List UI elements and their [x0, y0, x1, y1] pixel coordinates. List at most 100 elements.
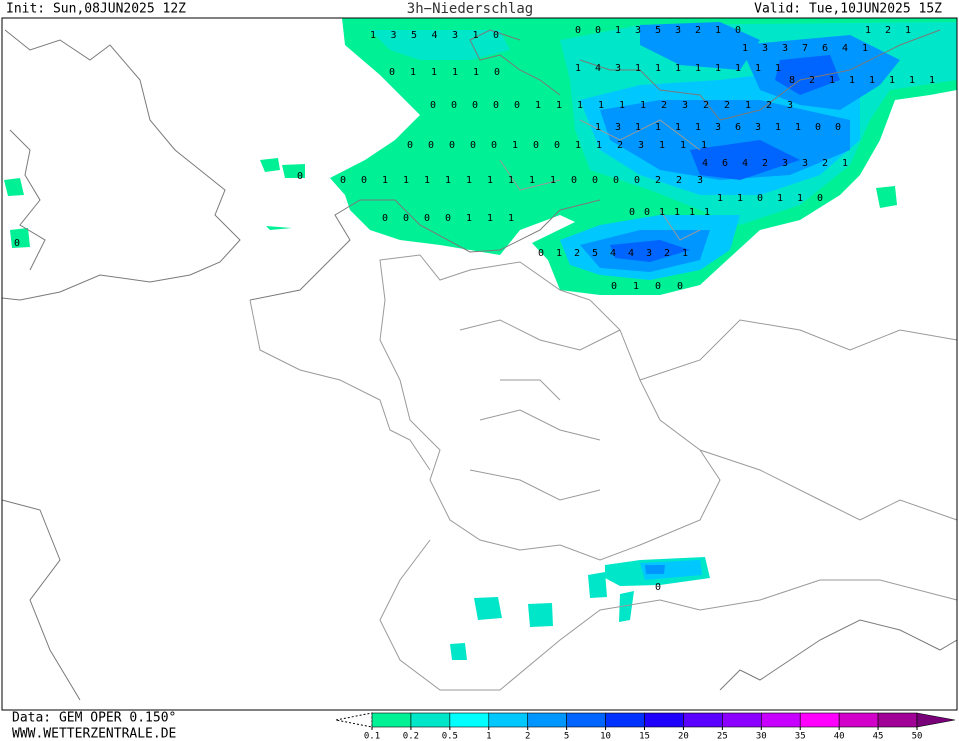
colorbar-segment — [799, 712, 840, 728]
precip-area — [775, 55, 840, 95]
precip-value: 3 — [697, 175, 703, 186]
colorbar-label: 45 — [873, 732, 884, 741]
precip-value: 0 — [835, 122, 841, 133]
precip-value: 1 — [635, 122, 641, 133]
precip-value: 0 — [340, 175, 346, 186]
colorbar-label: 35 — [795, 732, 806, 741]
precip-value: 1 — [829, 75, 835, 86]
precip-value: 1 — [869, 75, 875, 86]
precip-value: 1 — [675, 63, 681, 74]
colorbar-segment — [683, 712, 723, 728]
precip-value: 1 — [674, 207, 680, 218]
colorbar-label: 40 — [834, 732, 845, 741]
precip-value: 1 — [745, 100, 751, 111]
precip-value: 2 — [762, 158, 768, 169]
precip-value: 0 — [575, 25, 581, 36]
precip-value: 1 — [577, 100, 583, 111]
precip-value: 1 — [715, 63, 721, 74]
precip-value: 1 — [575, 140, 581, 151]
precip-value: 1 — [452, 67, 458, 78]
precip-value: 1 — [596, 140, 602, 151]
precip-value: 1 — [735, 63, 741, 74]
precip-value: 8 — [789, 75, 795, 86]
precip-value: 1 — [929, 75, 935, 86]
precip-value: 1 — [862, 43, 868, 54]
precip-value: 1 — [487, 175, 493, 186]
precip-value: 3 — [715, 122, 721, 133]
precip-value: 0 — [445, 213, 451, 224]
colorbar-label: 0.1 — [364, 732, 380, 741]
colorbar-label: 50 — [912, 732, 923, 741]
precip-value: 4 — [702, 158, 708, 169]
precip-value: 4 — [595, 63, 601, 74]
precip-area — [450, 557, 710, 660]
precip-value: 1 — [598, 100, 604, 111]
precip-value: 2 — [664, 248, 670, 259]
precip-value: 0 — [449, 140, 455, 151]
colorbar-segment — [838, 712, 879, 728]
colorbar-label: 10 — [600, 732, 611, 741]
colorbar-segment — [877, 712, 918, 728]
precip-value: 1 — [473, 67, 479, 78]
precip-value: 1 — [466, 175, 472, 186]
precip-value: 3 — [615, 63, 621, 74]
colorbar-high-arrow — [916, 712, 956, 728]
precip-value: 0 — [472, 100, 478, 111]
precip-value: 0 — [14, 238, 20, 249]
precip-value: 0 — [424, 213, 430, 224]
precip-value: 1 — [512, 140, 518, 151]
precip-value: 1 — [695, 63, 701, 74]
colorbar-segment — [371, 712, 412, 728]
precip-value: 0 — [491, 140, 497, 151]
precip-value: 3 — [390, 30, 396, 41]
colorbar-label: 0.2 — [403, 732, 419, 741]
precip-value: 1 — [508, 213, 514, 224]
precip-value: 1 — [445, 175, 451, 186]
precip-value: 1 — [909, 75, 915, 86]
precip-value: 3 — [762, 43, 768, 54]
precip-value: 3 — [682, 100, 688, 111]
precip-value: 1 — [701, 140, 707, 151]
precip-area — [645, 565, 665, 574]
precip-value: 1 — [640, 100, 646, 111]
precip-value: 1 — [655, 63, 661, 74]
colorbar-segment — [760, 712, 801, 728]
precip-value: 0 — [538, 248, 544, 259]
precip-value: 3 — [782, 43, 788, 54]
precip-value: 3 — [802, 158, 808, 169]
precip-value: 0 — [595, 25, 601, 36]
precip-value: 1 — [575, 63, 581, 74]
colorbar-label: 30 — [756, 732, 767, 741]
precip-value: 1 — [556, 100, 562, 111]
colorbar-low-arrow — [335, 712, 373, 728]
colorbar-label: 20 — [678, 732, 689, 741]
precip-value: 6 — [722, 158, 728, 169]
precip-value: 1 — [535, 100, 541, 111]
precip-value: 0 — [493, 100, 499, 111]
precip-value: 0 — [451, 100, 457, 111]
precip-value: 1 — [595, 122, 601, 133]
precip-value: 0 — [655, 582, 661, 593]
precip-value: 0 — [613, 175, 619, 186]
precip-value: 2 — [676, 175, 682, 186]
precip-value: 0 — [611, 281, 617, 292]
precip-value: 0 — [382, 213, 388, 224]
precip-value: 1 — [382, 175, 388, 186]
precip-value: 1 — [689, 207, 695, 218]
precip-value: 1 — [431, 67, 437, 78]
precip-value: 1 — [842, 158, 848, 169]
precip-value: 1 — [619, 100, 625, 111]
precip-value: 3 — [615, 122, 621, 133]
precip-value: 1 — [487, 213, 493, 224]
precip-value: 4 — [628, 248, 634, 259]
precip-value: 0 — [430, 100, 436, 111]
value-labels: 1 3 5 4 3 1 0 0 0 1 3 5 3 2 1 0 1 2 11 3 3 7 6 4 10 1 1 1 1 0 1 4 3 1 1 1 1 1… — [14, 25, 935, 593]
precip-value: 3 — [755, 122, 761, 133]
precip-value: 0 — [494, 67, 500, 78]
precip-value: 3 — [782, 158, 788, 169]
colorbar-segment — [605, 712, 645, 728]
precip-value: 1 — [633, 281, 639, 292]
precip-value: 1 — [695, 122, 701, 133]
precip-value: 0 — [361, 175, 367, 186]
colorbar-segment — [449, 712, 490, 728]
